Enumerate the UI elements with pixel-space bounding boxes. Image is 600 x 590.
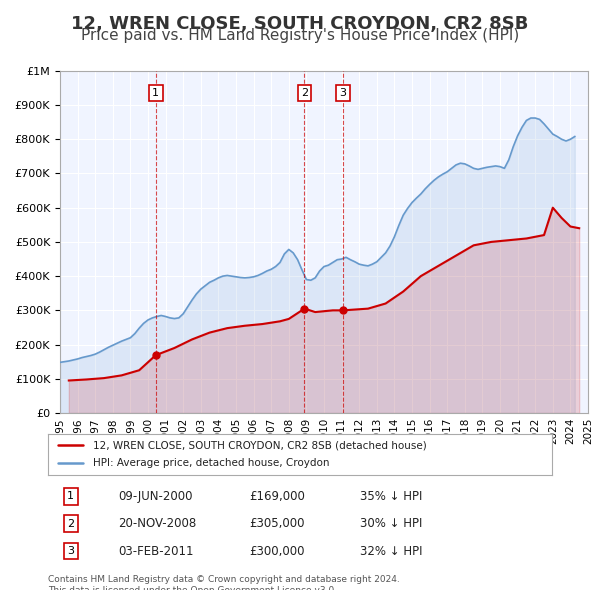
Text: Contains HM Land Registry data © Crown copyright and database right 2024.
This d: Contains HM Land Registry data © Crown c… — [48, 575, 400, 590]
Text: 35% ↓ HPI: 35% ↓ HPI — [361, 490, 423, 503]
Text: 3: 3 — [340, 88, 347, 98]
Text: 12, WREN CLOSE, SOUTH CROYDON, CR2 8SB (detached house): 12, WREN CLOSE, SOUTH CROYDON, CR2 8SB (… — [94, 440, 427, 450]
Text: 1: 1 — [67, 491, 74, 502]
Text: 09-JUN-2000: 09-JUN-2000 — [119, 490, 193, 503]
Text: 03-FEB-2011: 03-FEB-2011 — [119, 545, 194, 558]
Text: 2: 2 — [301, 88, 308, 98]
Text: 2: 2 — [67, 519, 74, 529]
Text: £169,000: £169,000 — [250, 490, 305, 503]
Text: 1: 1 — [152, 88, 159, 98]
Text: £305,000: £305,000 — [250, 517, 305, 530]
Text: 20-NOV-2008: 20-NOV-2008 — [119, 517, 197, 530]
Text: £300,000: £300,000 — [250, 545, 305, 558]
Text: 32% ↓ HPI: 32% ↓ HPI — [361, 545, 423, 558]
Text: 12, WREN CLOSE, SOUTH CROYDON, CR2 8SB: 12, WREN CLOSE, SOUTH CROYDON, CR2 8SB — [71, 15, 529, 33]
Text: 3: 3 — [67, 546, 74, 556]
Text: Price paid vs. HM Land Registry's House Price Index (HPI): Price paid vs. HM Land Registry's House … — [81, 28, 519, 43]
Text: 30% ↓ HPI: 30% ↓ HPI — [361, 517, 423, 530]
Text: HPI: Average price, detached house, Croydon: HPI: Average price, detached house, Croy… — [94, 458, 330, 468]
